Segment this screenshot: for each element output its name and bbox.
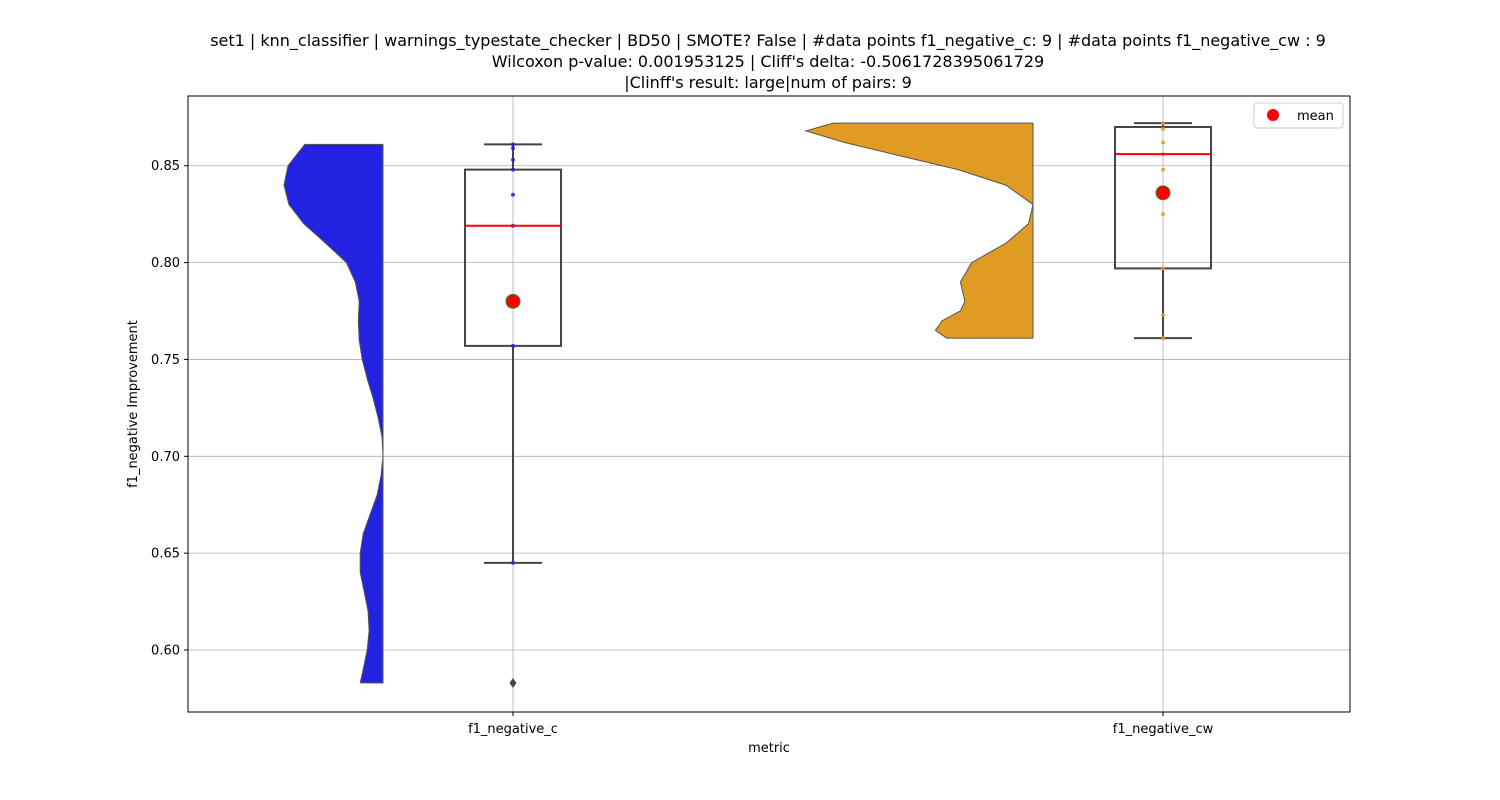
chart-title: set1 | knn_classifier | warnings_typesta…: [210, 31, 1326, 92]
legend-box: [1253, 102, 1344, 129]
outlier-marker: [509, 677, 517, 688]
x-tick-label: f1_negative_c: [468, 722, 558, 737]
chart-marks: [283, 121, 1212, 688]
chart-title-line-2: Wilcoxon p-value: 0.001953125 | Cliff's …: [492, 52, 1044, 71]
chart-title-line-1: set1 | knn_classifier | warnings_typesta…: [210, 31, 1326, 51]
y-tick-label: 0.70: [151, 450, 180, 465]
mean-marker-f1_negative_cw: [1155, 185, 1171, 201]
y-tick-label: 0.60: [151, 644, 180, 659]
data-point: [511, 167, 515, 172]
data-point: [1161, 266, 1165, 271]
data-point: [1161, 121, 1165, 126]
x-tick-label: f1_negative_cw: [1113, 722, 1214, 737]
x-axis-label: metric: [748, 741, 790, 756]
data-point: [1161, 140, 1165, 145]
data-point: [511, 146, 515, 151]
data-point: [1161, 167, 1165, 172]
data-point: [511, 157, 515, 162]
y-axis: 0.60 0.65 0.70 0.75 0.80 0.85: [151, 159, 188, 659]
legend-mean-marker: [1267, 109, 1279, 121]
y-tick-label: 0.85: [151, 159, 180, 174]
y-tick-label: 0.65: [151, 547, 180, 562]
y-axis-label: f1_negative Improvement: [126, 320, 141, 488]
mean-marker-f1_negative_c: [505, 293, 521, 309]
legend-mean-label: mean: [1297, 109, 1334, 124]
chart-title-line-3: |Clinff's result: large|num of pairs: 9: [624, 73, 912, 92]
legend: mean: [1253, 102, 1344, 129]
data-point: [1161, 212, 1165, 217]
data-point: [1161, 312, 1165, 317]
data-point: [511, 343, 515, 348]
violin-f1_negative_cw: [804, 122, 1034, 339]
plot-area-frame: [187, 95, 1351, 713]
y-tick-label: 0.80: [151, 256, 180, 271]
data-point: [511, 192, 515, 197]
data-point: [511, 142, 515, 147]
y-tick-label: 0.75: [151, 353, 180, 368]
data-point: [1161, 336, 1165, 341]
data-point: [1161, 126, 1165, 131]
x-axis: f1_negative_c f1_negative_cw: [468, 712, 1214, 737]
data-point: [511, 560, 515, 565]
violin-f1_negative_c: [283, 143, 384, 684]
